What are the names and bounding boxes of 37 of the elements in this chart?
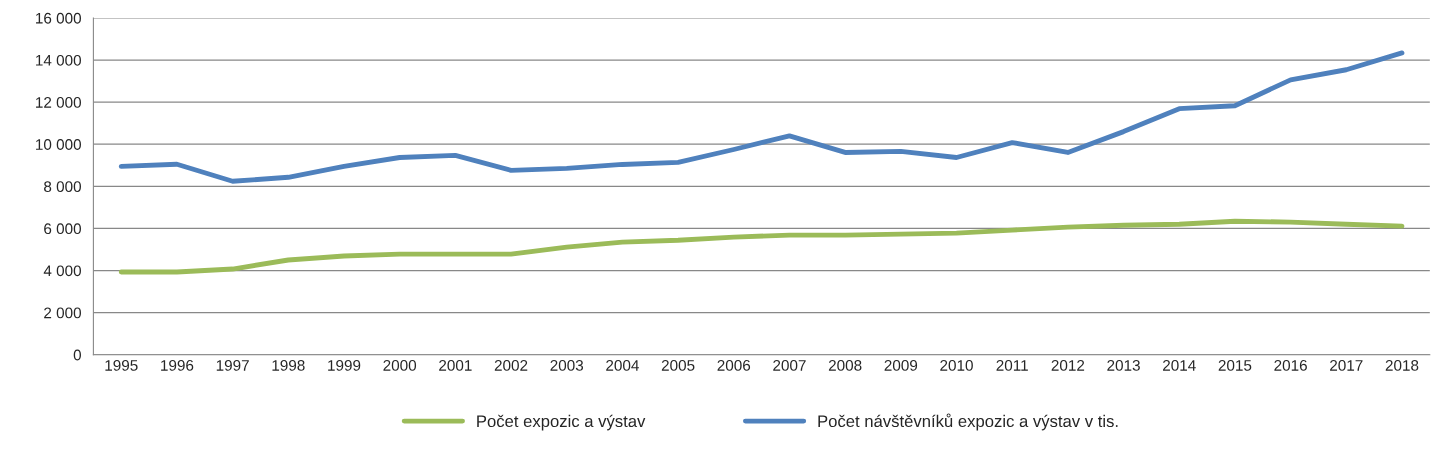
- x-tick-label: 2015: [1218, 359, 1252, 371]
- x-tick-label: 2016: [1274, 359, 1307, 371]
- x-tick-label: 2012: [1051, 359, 1085, 371]
- line-series: [118, 218, 1405, 275]
- y-tick-label: 6 000: [44, 223, 82, 235]
- x-tick-label: 2013: [1107, 359, 1140, 371]
- x-tick-label: 1996: [161, 359, 194, 371]
- x-tick-label: 2004: [606, 359, 639, 371]
- x-tick-label: 2007: [773, 359, 806, 371]
- x-tick-label: 2018: [1385, 359, 1419, 371]
- x-tick-label: 1997: [216, 359, 249, 371]
- x-tick-label: 1995: [105, 359, 138, 371]
- y-tick-label: 4 000: [43, 265, 82, 277]
- y-tick-label: 0: [73, 349, 81, 361]
- line-series: [118, 50, 1405, 184]
- y-tick-label: 8 000: [44, 181, 82, 193]
- x-tick-label: 2005: [661, 359, 695, 371]
- x-tick-label: 2006: [717, 359, 751, 371]
- x-tick-label: 2014: [1163, 359, 1196, 371]
- y-tick-label: 12 000: [36, 97, 82, 108]
- x-tick-label: 2000: [383, 359, 417, 371]
- legend-label: Počet návštěvníků expozic a výstav v tis.: [818, 413, 1118, 431]
- y-tick-label: 2 000: [44, 307, 82, 319]
- x-tick-label: 2003: [550, 359, 584, 371]
- x-tick-label: 2017: [1330, 359, 1363, 371]
- x-tick-label: 1999: [328, 359, 361, 371]
- x-tick-label: 2008: [828, 359, 862, 371]
- y-tick-label: 16 000: [36, 12, 82, 24]
- y-tick-label: 14 000: [36, 54, 82, 66]
- x-tick-label: 2009: [884, 359, 918, 371]
- y-tick-label: 10 000: [36, 139, 82, 150]
- x-tick-label: 2011: [996, 359, 1028, 371]
- x-tick-label: 2010: [940, 359, 973, 371]
- legend-label: Počet expozic a výstav: [477, 414, 646, 431]
- x-tick-label: 2001: [439, 359, 472, 371]
- x-tick-label: 1998: [272, 359, 305, 371]
- x-tick-label: 2002: [494, 359, 528, 371]
